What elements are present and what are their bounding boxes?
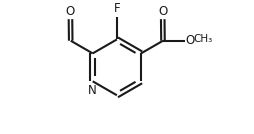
Text: CH₃: CH₃ xyxy=(194,34,213,44)
Text: O: O xyxy=(158,5,167,18)
Text: O: O xyxy=(66,5,75,18)
Text: F: F xyxy=(114,2,120,15)
Text: N: N xyxy=(88,84,97,97)
Text: O: O xyxy=(185,34,194,47)
